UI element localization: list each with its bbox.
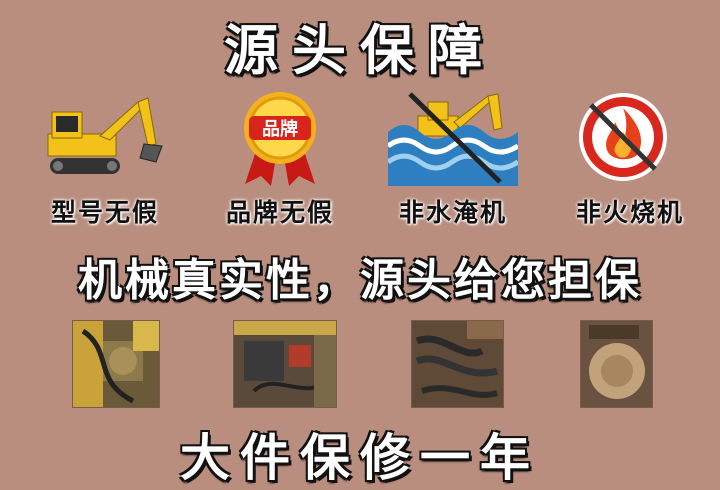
warranty-text: 大件保修一年 bbox=[180, 428, 540, 487]
hydraulic-hoses-photo bbox=[411, 320, 504, 408]
no-fire-icon bbox=[565, 88, 695, 186]
page-title: 源头保障 bbox=[224, 18, 496, 82]
brand-medal-icon: 品牌 bbox=[215, 88, 345, 186]
medal-text: 品牌 bbox=[262, 118, 298, 140]
badge-label-no-flood: 非水淹机 bbox=[398, 198, 507, 227]
hydraulic-pump-photo bbox=[72, 320, 160, 408]
swing-motor-photo bbox=[580, 320, 653, 408]
no-flood-icon bbox=[386, 88, 520, 186]
badge-label-brand: 品牌无假 bbox=[225, 198, 334, 227]
excavator-icon bbox=[40, 88, 170, 186]
slogan: 机械真实性，源头给您担保 bbox=[78, 255, 642, 306]
badge-label-model: 型号无假 bbox=[50, 198, 159, 227]
badge-label-no-fire: 非火烧机 bbox=[575, 198, 684, 227]
engine-bay-photo bbox=[233, 320, 337, 408]
